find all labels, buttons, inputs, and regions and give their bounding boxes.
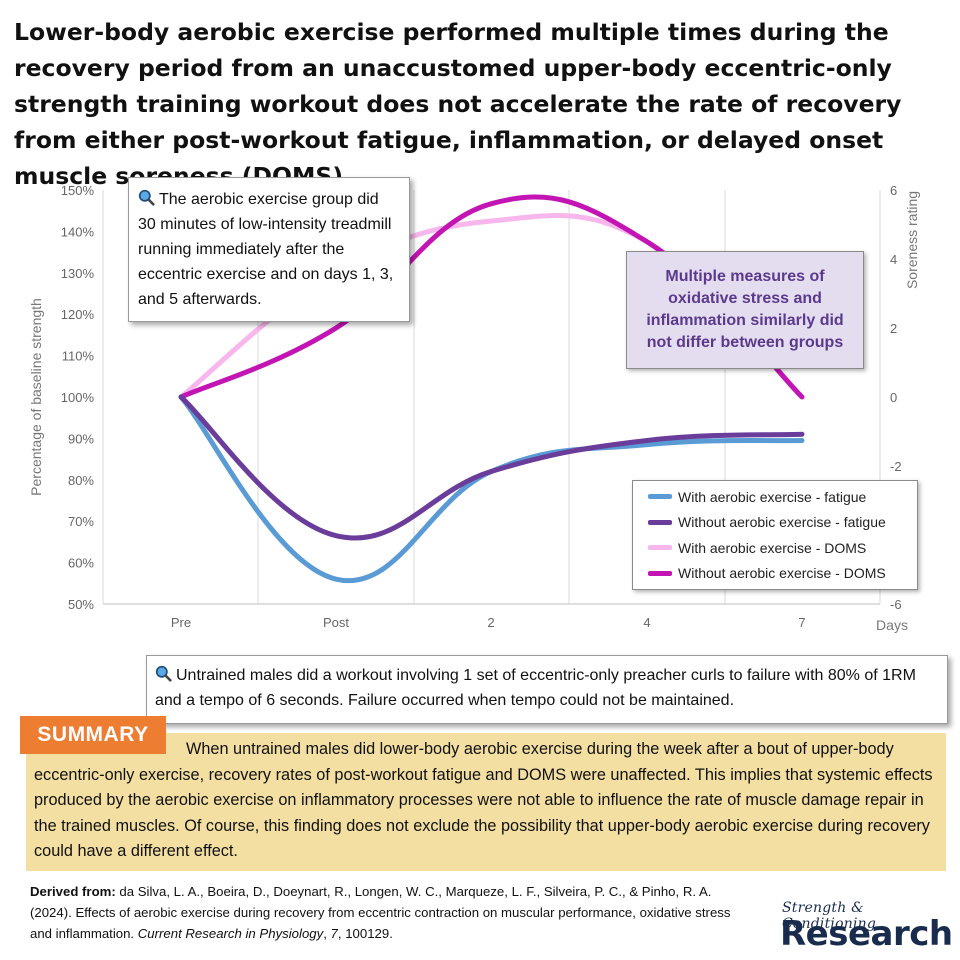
y2-tick-label: 6 <box>890 183 897 198</box>
citation-journal: Current Research in Physiology <box>137 926 324 941</box>
x-tick-label: 7 <box>798 615 805 630</box>
y-tick-label: 60% <box>68 556 94 571</box>
y-tick-label: 150% <box>61 183 95 198</box>
oxidative-stress-note-text: Multiple measures of oxidative stress an… <box>646 268 844 351</box>
legend-item: With aerobic exercise - DOMS <box>633 535 917 561</box>
legend-label: Without aerobic exercise - DOMS <box>678 565 886 582</box>
series-line-0 <box>178 394 805 584</box>
y2-tick-label: -6 <box>890 597 902 612</box>
y2-tick-label: 4 <box>890 252 897 267</box>
y-tick-label: 90% <box>68 431 94 446</box>
citation-rest: , 100129. <box>337 926 393 941</box>
y-tick-label: 70% <box>68 514 94 529</box>
x-tick-label: Pre <box>171 615 191 630</box>
brand-tagline: Strength & Conditioning <box>782 900 877 932</box>
citation-authors: da Silva, L. A., Boeira, D., Doeynart, R… <box>30 884 731 941</box>
legend-item: Without aerobic exercise - fatigue <box>633 510 917 536</box>
legend-label: With aerobic exercise - DOMS <box>678 539 867 556</box>
legend-swatch <box>648 519 672 525</box>
y-tick-label: 50% <box>68 597 94 612</box>
y-tick-label: 120% <box>61 307 95 322</box>
method-callout: The aerobic exercise group did 30 minute… <box>128 177 410 322</box>
headline-title: Lower-body aerobic exercise performed mu… <box>14 18 902 190</box>
y-tick-label: 140% <box>61 224 95 239</box>
line-chart: 50% 60% 70% 80% 90% 100% 110% 120% 130% 140% 150% -… <box>28 183 920 633</box>
chart-axes: 50% 60% 70% 80% 90% 100% 110% 120% 130% 140% 150% -… <box>28 183 920 633</box>
legend-label: With aerobic exercise - fatigue <box>678 488 867 505</box>
citation-label: Derived from: <box>30 884 116 899</box>
citation: Derived from: da Silva, L. A., Boeira, D… <box>30 884 731 941</box>
y-tick-label: 100% <box>61 390 95 405</box>
y-tick-label: 130% <box>61 266 95 281</box>
method-callout-text: The aerobic exercise group did 30 minute… <box>138 191 394 308</box>
x-tick-label: Post <box>323 615 349 630</box>
brand-logo: Research <box>780 914 953 954</box>
magnifier-icon <box>138 189 155 206</box>
x-tick-label: 2 <box>487 615 494 630</box>
y2-axis-title: Soreness rating <box>904 191 920 289</box>
legend-swatch <box>648 494 672 500</box>
magnifier-icon <box>155 665 172 682</box>
oxidative-stress-note: Multiple measures of oxidative stress an… <box>626 251 864 369</box>
y2-tick-label: 0 <box>890 390 897 405</box>
legend-swatch <box>648 570 672 576</box>
y2-tick-label: 2 <box>890 321 897 336</box>
summary-text: When untrained males did lower-body aero… <box>34 740 933 860</box>
citation-volume: 7 <box>330 926 338 941</box>
protocol-callout-text: Untrained males did a workout involving … <box>155 667 916 709</box>
protocol-callout: Untrained males did a workout involving … <box>146 655 948 724</box>
y2-tick-label: -2 <box>890 459 902 474</box>
legend-label: Without aerobic exercise - fatigue <box>678 514 886 531</box>
legend-swatch <box>648 545 672 551</box>
legend-item: With aerobic exercise - fatigue <box>633 484 917 510</box>
legend-item: Without aerobic exercise - DOMS <box>633 561 917 587</box>
y-axis-title: Percentage of baseline strength <box>28 298 44 496</box>
y-tick-label: 80% <box>68 473 94 488</box>
x-axis-title: Days <box>876 617 908 633</box>
summary-box <box>26 733 946 871</box>
chart-legend: With aerobic exercise - fatigue Without a… <box>632 480 918 590</box>
series-line-1 <box>178 394 805 541</box>
summary-tag: SUMMARY <box>20 716 166 754</box>
y-tick-label: 110% <box>62 349 95 364</box>
x-tick-label: 4 <box>643 615 650 630</box>
